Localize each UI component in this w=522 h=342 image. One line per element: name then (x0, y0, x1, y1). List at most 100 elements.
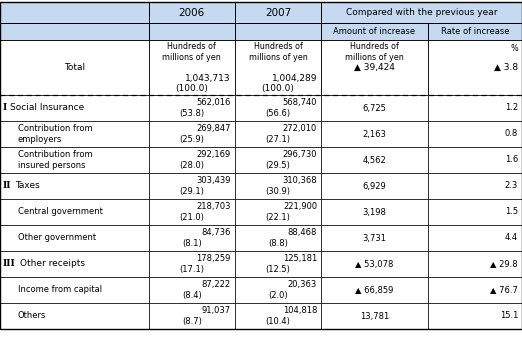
Text: Contribution from: Contribution from (18, 124, 92, 133)
Bar (321, 225, 428, 251)
Text: insured persons: insured persons (18, 161, 86, 170)
Text: Other receipts: Other receipts (19, 260, 85, 268)
Bar (149, 199, 235, 225)
Text: 15.1: 15.1 (500, 312, 518, 320)
Text: 6,725: 6,725 (363, 104, 386, 113)
Text: 4.4: 4.4 (505, 234, 518, 242)
Text: 13,781: 13,781 (360, 312, 389, 320)
Text: 1.2: 1.2 (505, 104, 518, 113)
Text: Central government: Central government (18, 208, 103, 216)
Bar (321, 147, 428, 173)
Bar (428, 303, 522, 329)
Bar (428, 121, 522, 147)
Bar (0, 173, 149, 199)
Text: 310,368: 310,368 (282, 176, 317, 185)
Text: 1,043,713: 1,043,713 (185, 75, 231, 83)
Text: ▲ 76.7: ▲ 76.7 (490, 286, 518, 294)
Text: 218,703: 218,703 (196, 202, 231, 211)
Bar (428, 199, 522, 225)
Text: 1,004,289: 1,004,289 (271, 75, 317, 83)
Text: (53.8): (53.8) (179, 109, 205, 118)
Bar (235, 23, 321, 40)
Bar (235, 199, 321, 225)
Bar (0, 40, 149, 95)
Bar (321, 2, 522, 23)
Text: 4,562: 4,562 (363, 156, 386, 165)
Bar (235, 147, 321, 173)
Bar (0, 277, 149, 303)
Text: 568,740: 568,740 (282, 98, 317, 107)
Text: 84,736: 84,736 (201, 228, 231, 237)
Text: ▲ 3.8: ▲ 3.8 (494, 63, 518, 72)
Bar (428, 95, 522, 121)
Bar (149, 95, 235, 121)
Bar (149, 251, 235, 277)
Text: Income from capital: Income from capital (18, 286, 102, 294)
Bar (149, 303, 235, 329)
Text: (2.0): (2.0) (268, 291, 288, 300)
Bar (0, 147, 149, 173)
Bar (235, 173, 321, 199)
Bar (235, 121, 321, 147)
Text: employers: employers (18, 135, 62, 144)
Bar (235, 95, 321, 121)
Bar (235, 225, 321, 251)
Text: 6,929: 6,929 (363, 182, 386, 190)
Text: (22.1): (22.1) (266, 213, 290, 222)
Bar (149, 23, 235, 40)
Text: 3,731: 3,731 (363, 234, 386, 242)
Bar (428, 173, 522, 199)
Bar (235, 251, 321, 277)
Bar (321, 277, 428, 303)
Text: (29.1): (29.1) (180, 187, 204, 196)
Bar (0, 95, 149, 121)
Bar (149, 173, 235, 199)
Text: III: III (3, 260, 16, 268)
Bar (321, 303, 428, 329)
Text: (8.8): (8.8) (268, 239, 288, 248)
Text: Hundreds of
millions of yen: Hundreds of millions of yen (248, 42, 307, 62)
Text: 3,198: 3,198 (363, 208, 386, 216)
Text: Social Insurance: Social Insurance (10, 104, 85, 113)
Text: 87,222: 87,222 (202, 280, 231, 289)
Bar (149, 147, 235, 173)
Text: (27.1): (27.1) (266, 135, 290, 144)
Bar (149, 2, 235, 23)
Text: 178,259: 178,259 (196, 254, 231, 263)
Bar (0, 121, 149, 147)
Text: %: % (510, 44, 518, 53)
Text: 20,363: 20,363 (288, 280, 317, 289)
Text: Hundreds of
millions of yen: Hundreds of millions of yen (162, 42, 221, 62)
Text: I: I (3, 104, 7, 113)
Text: 1.6: 1.6 (505, 156, 518, 165)
Text: Others: Others (18, 312, 46, 320)
Text: Contribution from: Contribution from (18, 150, 92, 159)
Text: 296,730: 296,730 (282, 150, 317, 159)
Text: Hundreds of
millions of yen: Hundreds of millions of yen (345, 42, 404, 62)
Bar (0, 303, 149, 329)
Bar (235, 40, 321, 95)
Bar (149, 225, 235, 251)
Text: 104,818: 104,818 (282, 306, 317, 315)
Text: ▲ 39,424: ▲ 39,424 (354, 63, 395, 72)
Text: (21.0): (21.0) (180, 213, 204, 222)
Text: Amount of increase: Amount of increase (334, 27, 416, 36)
Bar (428, 147, 522, 173)
Bar (428, 23, 522, 40)
Text: (56.6): (56.6) (265, 109, 291, 118)
Text: 2.3: 2.3 (505, 182, 518, 190)
Text: 272,010: 272,010 (283, 124, 317, 133)
Text: (100.0): (100.0) (262, 83, 294, 93)
Text: (17.1): (17.1) (180, 265, 204, 274)
Bar (235, 303, 321, 329)
Bar (321, 23, 428, 40)
Bar (0, 23, 149, 40)
Bar (428, 40, 522, 95)
Bar (0, 225, 149, 251)
Bar (149, 277, 235, 303)
Bar (321, 173, 428, 199)
Bar (235, 277, 321, 303)
Text: Taxes: Taxes (15, 182, 40, 190)
Bar (428, 251, 522, 277)
Text: 2007: 2007 (265, 8, 291, 17)
